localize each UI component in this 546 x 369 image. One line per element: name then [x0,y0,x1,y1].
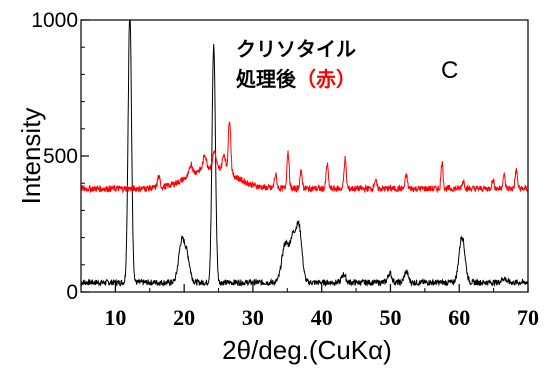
series-layer [80,19,529,288]
annotation-line1: クリソタイル [236,37,356,61]
x-tick-label: 30 [242,305,264,330]
annotation-red-tag: （赤） [296,67,356,91]
x-tick-label: 60 [448,305,470,330]
y-axis-label: Intensity [16,108,46,205]
panel-label: C [441,57,458,84]
x-tick-label: 10 [104,305,126,330]
x-axis-label: 2θ/deg.(CuKα) [222,335,392,365]
ticks-layer: 10 20 30 40 50 60 70 0 500 1000 [31,9,539,330]
x-tick-label: 50 [379,305,401,330]
y-tick-label: 0 [66,281,78,304]
annotation-line2-text: 処理後 [236,67,297,91]
x-tick-label: 20 [173,305,195,330]
x-tick-label: 70 [517,305,539,330]
series-line-1 [80,121,529,194]
annotation-line2: 処理後（赤） [236,67,356,91]
y-tick-label: 1000 [31,9,78,32]
x-tick-label: 40 [311,305,333,330]
series-line-0 [80,19,529,288]
y-tick-label: 500 [43,145,78,168]
